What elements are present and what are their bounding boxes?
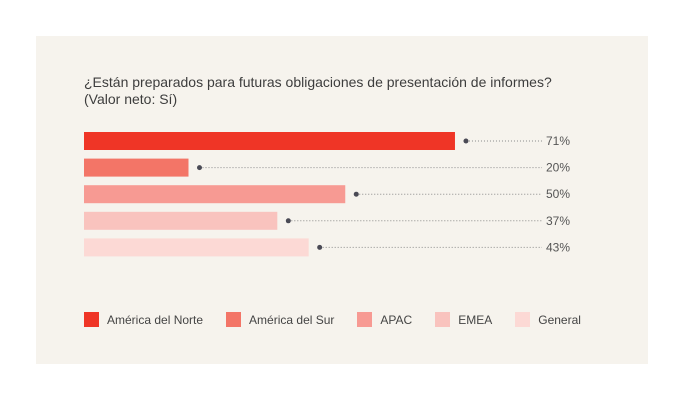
legend-item: APAC xyxy=(357,312,412,327)
leader-dot xyxy=(197,165,202,171)
bar-emea xyxy=(84,211,278,230)
leader-dot xyxy=(317,244,323,250)
legend-item: América del Norte xyxy=(84,312,203,327)
legend-label: APAC xyxy=(380,312,413,327)
bar-américa-del-sur xyxy=(84,158,189,177)
bar-general xyxy=(84,238,309,257)
value-label: 37% xyxy=(546,214,570,228)
legend-swatch xyxy=(515,312,531,327)
legend: América del Norte América del Sur APAC EMEA… xyxy=(84,312,604,327)
legend-swatch xyxy=(226,312,242,327)
chart-title: ¿Están preparados para futuras obligacio… xyxy=(84,74,552,108)
leader-dot xyxy=(353,191,359,197)
legend-item: General xyxy=(515,312,581,327)
bar-américa-del-norte xyxy=(84,132,455,150)
value-label: 71% xyxy=(546,134,570,148)
legend-item: EMEA xyxy=(435,312,492,327)
chart-title-line2: (Valor neto: Sí) xyxy=(84,91,178,107)
legend-label: América del Sur xyxy=(249,312,335,327)
legend-swatch xyxy=(357,312,373,327)
bar-apac xyxy=(84,185,346,204)
legend-swatch xyxy=(435,312,451,327)
chart-title-line1: ¿Están preparados para futuras obligacio… xyxy=(84,74,552,90)
value-label: 43% xyxy=(546,240,570,254)
value-label: 50% xyxy=(546,187,570,201)
value-label: 20% xyxy=(546,161,570,175)
legend-swatch xyxy=(84,312,99,327)
leader-dot xyxy=(463,138,469,144)
legend-label: EMEA xyxy=(458,312,493,327)
legend-item: América del Sur xyxy=(226,312,334,327)
legend-label: General xyxy=(538,312,581,327)
leader-dot xyxy=(285,218,291,224)
legend-label: América del Norte xyxy=(107,312,204,327)
